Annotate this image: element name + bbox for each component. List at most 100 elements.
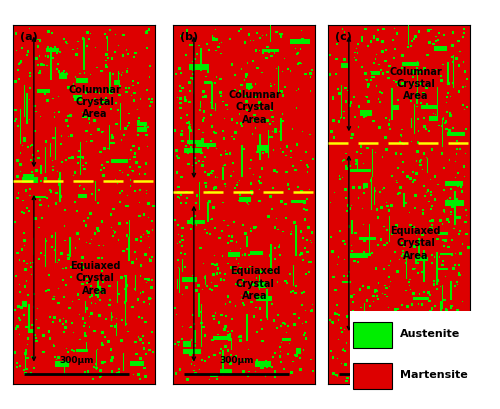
Point — [438, 262, 446, 268]
Point — [80, 166, 88, 172]
Point — [96, 104, 104, 110]
Point — [444, 90, 452, 96]
Point — [300, 288, 308, 295]
Point — [438, 366, 446, 373]
Bar — [402, 63, 418, 66]
Point — [302, 335, 310, 342]
Point — [66, 305, 74, 311]
Bar — [114, 80, 119, 85]
Point — [446, 110, 454, 117]
Point — [214, 44, 222, 50]
Point — [241, 357, 249, 363]
Bar — [28, 304, 30, 329]
Point — [46, 187, 54, 193]
Point — [252, 47, 260, 54]
Point — [146, 74, 154, 80]
Bar — [372, 149, 373, 177]
Point — [410, 319, 418, 326]
Point — [379, 187, 387, 193]
Point — [450, 348, 458, 354]
Text: 300μm: 300μm — [60, 356, 94, 365]
Point — [148, 277, 156, 283]
Point — [364, 83, 372, 90]
Point — [274, 312, 282, 319]
Point — [139, 289, 147, 295]
Point — [92, 292, 100, 298]
Point — [271, 368, 279, 375]
Point — [188, 312, 196, 318]
Point — [281, 320, 289, 327]
Point — [190, 321, 198, 327]
Point — [30, 291, 38, 297]
Bar — [137, 122, 147, 126]
Bar — [116, 324, 117, 336]
Point — [124, 172, 132, 178]
Point — [338, 157, 346, 164]
Bar — [20, 109, 21, 144]
Point — [382, 58, 390, 64]
Point — [112, 121, 120, 127]
Point — [78, 281, 86, 288]
Point — [455, 62, 463, 69]
Point — [432, 33, 440, 40]
Point — [106, 302, 114, 308]
Point — [88, 138, 96, 144]
Point — [390, 77, 398, 84]
Point — [374, 214, 382, 221]
Point — [410, 265, 418, 272]
Point — [202, 73, 210, 80]
Point — [134, 296, 142, 303]
Point — [356, 333, 364, 339]
Point — [223, 335, 231, 342]
Point — [68, 320, 76, 326]
Bar — [270, 13, 271, 42]
Point — [108, 368, 116, 375]
Bar — [413, 297, 430, 300]
Point — [115, 366, 123, 372]
Point — [444, 216, 452, 223]
Point — [434, 236, 442, 242]
Point — [271, 128, 279, 135]
Point — [413, 103, 421, 110]
Point — [460, 173, 468, 180]
Point — [127, 146, 135, 153]
Point — [360, 185, 368, 191]
Point — [135, 178, 143, 185]
Bar — [188, 220, 206, 224]
Point — [430, 41, 438, 47]
Bar — [341, 63, 348, 68]
Bar — [446, 126, 448, 156]
Point — [442, 273, 450, 280]
Point — [185, 99, 193, 105]
Point — [129, 168, 137, 174]
Point — [442, 126, 450, 133]
Point — [26, 26, 34, 32]
Point — [244, 289, 252, 296]
Point — [292, 290, 300, 296]
Point — [13, 360, 21, 366]
Point — [224, 332, 232, 338]
Point — [26, 260, 34, 266]
Point — [46, 314, 54, 320]
Point — [72, 51, 80, 58]
Bar — [436, 252, 438, 285]
Point — [278, 111, 286, 117]
Point — [184, 150, 192, 157]
Point — [85, 120, 93, 126]
Point — [174, 264, 182, 271]
Point — [366, 303, 374, 309]
Point — [216, 270, 224, 276]
Point — [50, 296, 58, 302]
Point — [306, 88, 314, 94]
Point — [71, 169, 79, 176]
Point — [258, 364, 266, 371]
Point — [386, 278, 394, 285]
Point — [188, 41, 196, 48]
Point — [380, 26, 388, 32]
Point — [419, 207, 427, 213]
Point — [274, 279, 281, 285]
Point — [402, 260, 409, 266]
Point — [213, 261, 221, 268]
Point — [387, 312, 395, 319]
Point — [204, 68, 212, 75]
